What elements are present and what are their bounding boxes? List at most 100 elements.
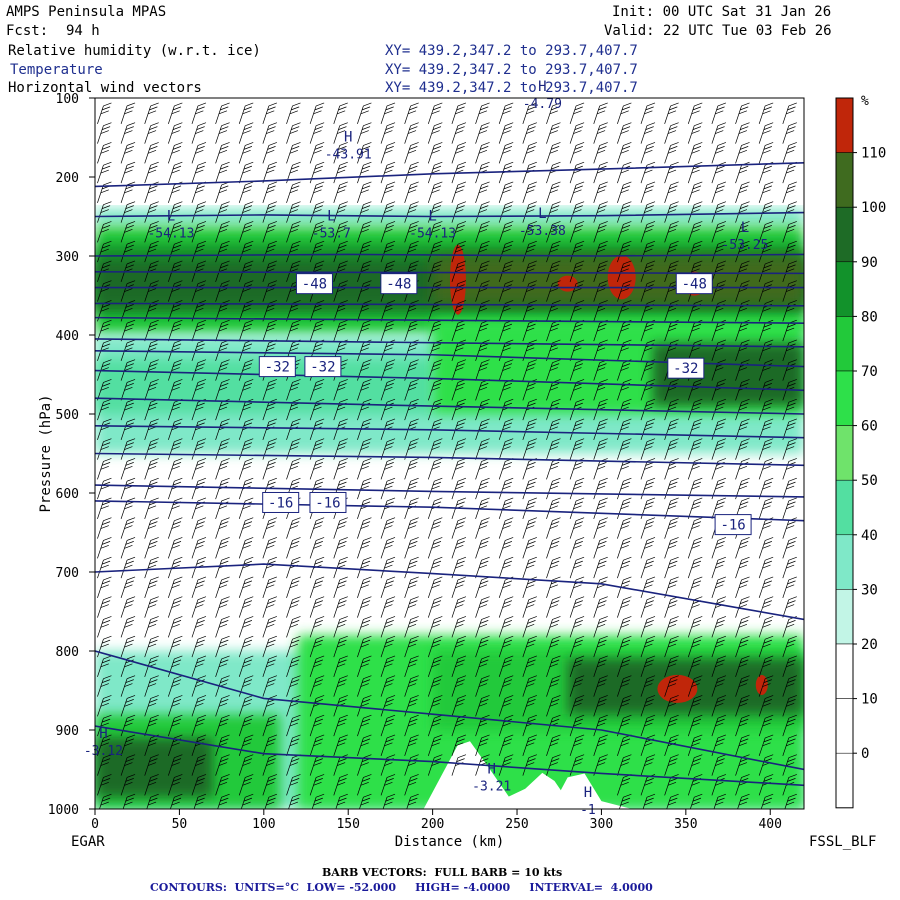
wind-barb <box>498 537 514 559</box>
barb-flag <box>575 260 585 265</box>
barb-flag <box>741 458 750 462</box>
barb-shaft <box>191 540 199 559</box>
barb-shaft <box>593 224 601 243</box>
barb-flag <box>456 383 465 387</box>
barb-shaft <box>191 125 199 144</box>
wind-barb <box>333 655 348 678</box>
barb-flag <box>670 142 679 146</box>
barb-flag <box>409 126 418 130</box>
wind-barb <box>191 201 207 223</box>
barb-flag <box>171 663 180 668</box>
barb-flag <box>197 655 207 660</box>
barb-flag <box>218 327 228 332</box>
barb-flag <box>549 584 558 589</box>
barb-flag <box>125 402 134 407</box>
barb-flag <box>172 462 182 466</box>
barb-flag <box>221 260 230 265</box>
barb-flag <box>172 225 182 229</box>
barb-flag <box>480 402 489 407</box>
wind-barb <box>97 201 112 223</box>
wind-barb <box>262 260 277 283</box>
barb-flag <box>101 363 111 367</box>
barb-flag <box>101 560 111 565</box>
barb-flag <box>644 604 653 608</box>
barb-flag <box>455 189 464 194</box>
barb-flag <box>455 327 464 332</box>
barb-flag <box>410 734 419 739</box>
wind-barb <box>569 655 585 678</box>
barb-shaft <box>380 639 388 658</box>
barb-flag <box>243 225 253 229</box>
barb-shaft <box>144 263 152 283</box>
barb-flag <box>149 126 158 130</box>
barb-flag <box>456 481 465 486</box>
barb-shaft <box>215 145 222 164</box>
wind-barb <box>546 201 561 223</box>
barb-flag <box>124 722 133 727</box>
barb-shaft <box>593 362 601 381</box>
barb-flag <box>715 564 724 569</box>
barb-flag <box>598 758 607 762</box>
wind-barb <box>569 734 585 757</box>
wind-barb <box>451 497 467 520</box>
barb-flag <box>694 418 703 423</box>
barb-flag <box>291 778 300 782</box>
barb-flag <box>386 774 396 778</box>
wind-barb <box>309 142 325 164</box>
barb-flag <box>667 446 677 450</box>
barb-flag <box>596 189 606 194</box>
barb-flag <box>313 327 322 332</box>
wind-barb <box>191 161 207 184</box>
barb-shaft <box>569 303 577 322</box>
barb-flag <box>575 596 585 600</box>
barb-flag <box>623 695 632 699</box>
wind-barb <box>475 675 490 697</box>
barb-flag <box>221 201 230 205</box>
barb-shaft <box>617 105 624 125</box>
barb-flag <box>291 383 300 387</box>
barb-flag <box>715 130 724 134</box>
barb-flag <box>599 379 608 383</box>
barb-flag <box>245 379 254 383</box>
barb-flag <box>268 438 277 442</box>
barb-flag <box>314 718 323 723</box>
barb-flag <box>266 149 275 154</box>
barb-flag <box>100 327 109 332</box>
barb-flag <box>385 323 394 328</box>
barb-flag <box>455 584 464 589</box>
barb-flag <box>738 347 748 352</box>
barb-flag <box>667 406 677 411</box>
barb-shaft <box>664 421 671 441</box>
barb-shaft <box>262 204 270 223</box>
barb-flag <box>360 722 369 727</box>
wind-barb <box>238 714 254 737</box>
barb-flag <box>289 623 298 628</box>
wind-barb <box>215 517 230 539</box>
wind-barb <box>451 359 467 381</box>
barb-flag <box>645 778 654 782</box>
barb-flag <box>149 422 158 427</box>
barb-shaft <box>451 579 459 599</box>
barb-flag <box>218 386 228 391</box>
barb-shaft <box>522 382 530 401</box>
barb-flag <box>149 580 158 585</box>
wind-barb <box>168 616 183 638</box>
barb-flag <box>715 781 724 786</box>
barb-flag <box>407 485 417 490</box>
barb-flag <box>669 264 678 269</box>
barb-flag <box>150 556 159 561</box>
barb-flag <box>409 323 418 328</box>
wind-barb <box>215 379 230 401</box>
terrain <box>423 741 632 809</box>
barb-flag <box>598 521 607 525</box>
barb-flag <box>432 718 442 723</box>
barb-flag <box>620 386 629 391</box>
barb-flag <box>738 228 748 233</box>
barb-flag <box>101 343 111 348</box>
barb-flag <box>575 280 585 284</box>
barb-flag <box>599 754 608 758</box>
barb-shaft <box>664 737 671 757</box>
barb-flag <box>596 386 606 391</box>
wind-barb <box>689 793 703 809</box>
barb-flag <box>432 323 442 328</box>
